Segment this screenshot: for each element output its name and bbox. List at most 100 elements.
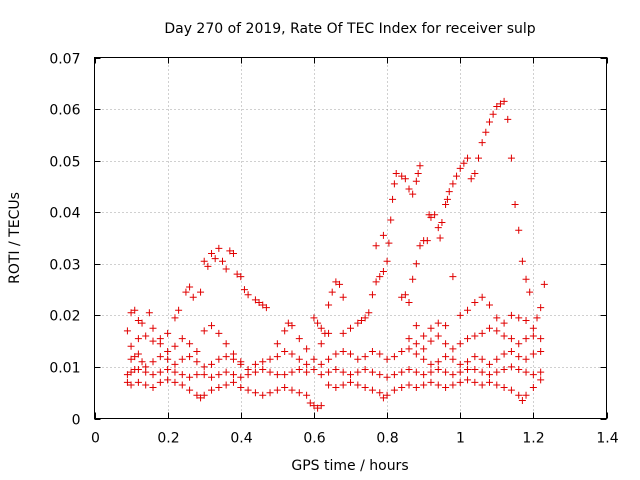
data-point	[390, 353, 398, 361]
data-point	[460, 159, 468, 167]
data-point	[123, 378, 131, 386]
data-point	[515, 340, 523, 348]
data-point	[537, 368, 545, 376]
data-point	[442, 322, 450, 330]
data-point	[537, 376, 545, 384]
data-point	[361, 384, 369, 392]
data-point	[281, 384, 289, 392]
data-point	[251, 368, 259, 376]
data-point	[485, 324, 493, 332]
data-point	[303, 345, 311, 353]
data-point	[449, 180, 457, 188]
data-point	[131, 353, 139, 361]
data-point	[310, 402, 318, 410]
x-tick-label: 1	[456, 431, 465, 447]
data-point	[507, 154, 515, 162]
data-point	[255, 298, 263, 306]
data-point	[134, 317, 142, 325]
data-point	[175, 306, 183, 314]
data-point	[389, 195, 397, 203]
data-point	[266, 389, 274, 397]
data-point	[339, 329, 347, 337]
data-point	[186, 340, 194, 348]
data-point	[507, 363, 515, 371]
data-point	[193, 347, 201, 355]
data-point	[405, 335, 413, 343]
data-point	[379, 394, 387, 402]
data-point	[423, 237, 431, 245]
data-point	[471, 366, 479, 374]
data-point	[442, 200, 450, 208]
data-point	[412, 260, 420, 268]
data-point	[390, 371, 398, 379]
data-point	[500, 332, 508, 340]
data-point	[347, 324, 354, 332]
data-point	[493, 102, 501, 110]
data-point	[244, 291, 252, 299]
data-point	[416, 162, 424, 170]
data-point	[259, 366, 267, 374]
data-point	[414, 170, 422, 178]
data-point	[412, 368, 420, 376]
data-point	[208, 373, 216, 381]
data-point	[537, 304, 545, 312]
data-point	[189, 293, 197, 301]
data-point	[376, 273, 384, 281]
data-point	[200, 363, 208, 371]
y-tick-label: 0.03	[49, 258, 80, 274]
data-point	[434, 224, 442, 232]
data-point	[500, 350, 508, 358]
data-point	[200, 327, 208, 335]
data-point	[442, 353, 450, 361]
data-point	[390, 180, 398, 188]
data-point	[471, 332, 479, 340]
data-point	[149, 371, 157, 379]
data-point	[434, 319, 442, 327]
data-point	[529, 324, 537, 332]
data-point	[164, 329, 172, 337]
data-point	[522, 368, 530, 376]
data-point	[471, 353, 479, 361]
data-point	[123, 327, 131, 335]
data-point	[200, 391, 208, 399]
data-point	[200, 257, 208, 265]
data-point	[398, 347, 406, 355]
data-point	[515, 391, 523, 399]
data-point	[387, 216, 395, 224]
data-point	[383, 391, 391, 399]
data-point	[222, 340, 230, 348]
data-point	[442, 340, 450, 348]
data-point	[219, 257, 226, 265]
y-tick-label: 0.05	[49, 155, 80, 171]
y-tick-label: 0.01	[49, 361, 80, 377]
data-point	[208, 386, 216, 394]
data-point	[273, 340, 281, 348]
data-point	[471, 170, 479, 178]
data-point	[485, 371, 493, 379]
data-point	[526, 288, 534, 296]
data-point	[295, 389, 303, 397]
data-point	[262, 304, 270, 312]
data-point	[449, 355, 457, 363]
data-point	[156, 378, 164, 386]
data-point	[222, 368, 230, 376]
data-point	[456, 360, 464, 368]
data-point	[467, 175, 475, 183]
data-point	[284, 319, 292, 327]
data-point	[456, 368, 464, 376]
data-point	[515, 366, 523, 374]
data-point	[281, 371, 289, 379]
data-point	[357, 317, 365, 325]
data-point	[533, 314, 541, 322]
data-points	[123, 97, 548, 412]
data-point	[412, 340, 420, 348]
data-point	[336, 280, 344, 288]
data-point	[412, 350, 420, 358]
data-point	[390, 386, 398, 394]
data-point	[405, 381, 413, 389]
data-point	[233, 270, 241, 278]
data-point	[365, 309, 373, 317]
data-point	[361, 314, 369, 322]
data-point	[449, 345, 457, 353]
